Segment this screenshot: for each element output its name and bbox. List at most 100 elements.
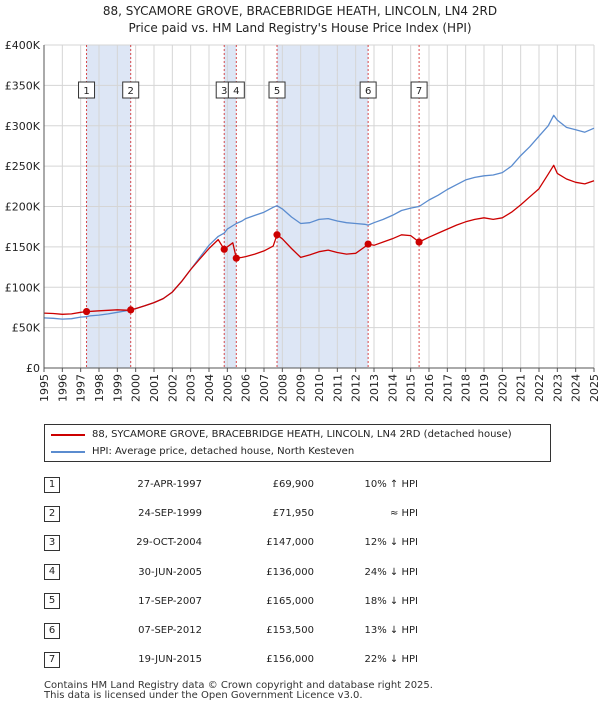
sale-date: 24-SEP-1999: [138, 508, 202, 520]
table-row: 1 27-APR-1997 £69,900 10% ↑ HPI: [44, 470, 418, 499]
sale-price: £69,900: [272, 479, 314, 491]
sale-date: 29-OCT-2004: [136, 537, 202, 549]
legend-swatch-property: [51, 434, 85, 436]
sales-table: 1 27-APR-1997 £69,900 10% ↑ HPI 2 24-SEP…: [44, 470, 418, 674]
y-tick-label: £150K: [5, 241, 41, 254]
x-tick-label: 2021: [515, 374, 528, 402]
sale-marker-number: 6: [365, 86, 371, 97]
sale-marker-box: [122, 81, 140, 99]
sale-marker-number: 1: [83, 86, 89, 97]
sale-hpi-relation: 10% ↑ HPI: [364, 479, 418, 491]
sale-number-badge: 3: [44, 534, 60, 551]
x-tick-label: 2004: [203, 374, 216, 402]
sale-marker-number: 7: [416, 86, 422, 97]
y-tick-label: £50K: [12, 322, 41, 335]
sale-date: 19-JUN-2015: [138, 654, 202, 666]
x-tick-label: 2015: [405, 374, 418, 402]
sale-point: [415, 238, 423, 246]
x-tick-labels: 1995 1996 1997 1998 1999 2000 2001 2002 2003 2004…: [38, 374, 600, 402]
licence-text: This data is licensed under the Open Gov…: [44, 690, 363, 701]
legend-label-hpi: HPI: Average price, detached house, Nort…: [92, 446, 355, 457]
chart-title: 88, SYCAMORE GROVE, BRACEBRIDGE HEATH, L…: [0, 3, 600, 37]
legend-label-property: 88, SYCAMORE GROVE, BRACEBRIDGE HEATH, L…: [92, 429, 512, 440]
copyright-text: Contains HM Land Registry data © Crown c…: [44, 680, 433, 691]
x-tick-label: 2016: [423, 374, 436, 402]
sale-price: £136,000: [266, 566, 314, 578]
sale-marker-number: 4: [233, 86, 239, 97]
sale-hpi-relation: 18% ↓ HPI: [364, 595, 418, 607]
chart-subtitle: Price paid vs. HM Land Registry's House …: [128, 21, 472, 35]
sale-number-badge: 6: [44, 622, 60, 639]
axes: [43, 45, 595, 372]
x-tick-label: 1998: [93, 374, 106, 402]
sale-number-badge: 2: [44, 505, 60, 522]
x-tick-label: 2017: [441, 374, 454, 402]
x-tick-label: 2008: [276, 374, 289, 402]
sale-number-badge: 5: [44, 593, 60, 610]
legend: 88, SYCAMORE GROVE, BRACEBRIDGE HEATH, L…: [44, 424, 551, 462]
x-tick-label: 2010: [313, 374, 326, 402]
sale-date: 07-SEP-2012: [138, 625, 202, 637]
sale-marker-box: [78, 81, 96, 99]
table-row: 2 24-SEP-1999 £71,950 ≈ HPI: [44, 499, 418, 528]
x-tick-label: 1997: [75, 374, 88, 402]
table-row: 4 30-JUN-2005 £136,000 24% ↓ HPI: [44, 558, 418, 587]
sale-hpi-relation: 12% ↓ HPI: [364, 537, 418, 549]
sale-price: £147,000: [266, 537, 314, 549]
y-tick-label: £200K: [5, 201, 41, 214]
sale-hpi-relation: 22% ↓ HPI: [364, 654, 418, 666]
sale-marker-number: 2: [128, 86, 134, 97]
x-tick-label: 2019: [478, 374, 491, 402]
x-tick-label: 2003: [185, 374, 198, 402]
sale-point: [364, 240, 372, 248]
sale-marker-box: [268, 81, 286, 99]
sale-points: [82, 231, 423, 316]
x-tick-label: 2014: [386, 374, 399, 402]
sale-price: £71,950: [272, 508, 314, 520]
y-tick-label: £100K: [5, 281, 41, 294]
y-tick-label: £400K: [5, 39, 41, 52]
x-tick-label: 2005: [221, 374, 234, 402]
footer: Contains HM Land Registry data © Crown c…: [44, 681, 433, 701]
x-tick-label: 1996: [56, 374, 69, 402]
sale-marker-box: [359, 81, 377, 99]
x-tick-label: 2009: [295, 374, 308, 402]
x-tick-label: 2001: [148, 374, 161, 402]
sale-point: [82, 307, 91, 316]
x-tick-label: 2007: [258, 374, 271, 402]
legend-swatch-hpi: [51, 451, 85, 453]
y-tick-label: £350K: [5, 79, 41, 92]
sale-marker-number: 3: [221, 86, 227, 97]
table-row: 5 17-SEP-2007 £165,000 18% ↓ HPI: [44, 587, 418, 616]
sale-point: [220, 245, 228, 253]
x-tick-label: 2006: [240, 374, 253, 402]
sale-number-badge: 7: [44, 651, 60, 668]
sale-marker-number: 5: [274, 86, 280, 97]
x-tick-label: 2023: [551, 374, 564, 402]
sale-number-badge: 1: [44, 476, 60, 493]
x-tick-label: 2011: [331, 374, 344, 402]
x-tick-label: 2012: [350, 374, 363, 402]
table-row: 3 29-OCT-2004 £147,000 12% ↓ HPI: [44, 528, 418, 557]
sale-point: [273, 231, 281, 239]
sale-price: £156,000: [266, 654, 314, 666]
sale-hpi-relation: 24% ↓ HPI: [364, 566, 418, 578]
sale-date: 17-SEP-2007: [138, 595, 202, 607]
sale-price: £165,000: [266, 595, 314, 607]
y-tick-labels: £0 £50K £100K £150K £200K £250K £300K £350K £400…: [5, 39, 41, 375]
sale-date: 30-JUN-2005: [138, 566, 202, 578]
sale-marker-box: [410, 81, 428, 99]
sale-point: [127, 306, 135, 314]
chart-title-line1: 88, SYCAMORE GROVE, BRACEBRIDGE HEATH, L…: [102, 4, 498, 18]
y-tick-label: £0: [26, 362, 40, 375]
x-tick-label: 1995: [38, 374, 51, 402]
sale-hpi-relation: ≈ HPI: [389, 508, 418, 520]
x-tick-label: 2022: [533, 374, 546, 402]
y-tick-label: £300K: [5, 120, 41, 133]
sale-hpi-relation: 13% ↓ HPI: [364, 625, 418, 637]
x-tick-label: 1999: [111, 374, 124, 402]
table-row: 6 07-SEP-2012 £153,500 13% ↓ HPI: [44, 616, 418, 645]
sale-point: [232, 254, 240, 262]
sale-marker-box: [227, 81, 245, 99]
